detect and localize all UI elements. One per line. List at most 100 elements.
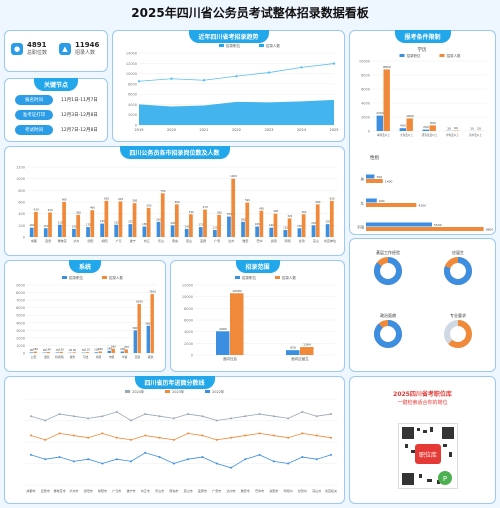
x-tick-label: 面向应届生 bbox=[291, 356, 309, 361]
x-tick-label: 乡镇 bbox=[122, 355, 128, 359]
y-tick-label: 6000 bbox=[16, 306, 25, 310]
x-tick-label: 广安 bbox=[214, 238, 220, 243]
data-label: 400 bbox=[273, 209, 278, 213]
qr-code[interactable]: 职位库 P bbox=[398, 423, 458, 489]
bar bbox=[325, 224, 330, 237]
bar bbox=[76, 214, 81, 237]
data-label: 180 bbox=[33, 347, 38, 351]
timeline-label: 考试时间 bbox=[15, 125, 53, 135]
bar bbox=[203, 209, 207, 237]
point bbox=[30, 415, 32, 418]
bar bbox=[59, 351, 63, 353]
x-tick-label: 2025 bbox=[330, 128, 339, 132]
data-label: 460 bbox=[90, 206, 95, 210]
data-label: 30 bbox=[447, 126, 451, 130]
donut-slice bbox=[444, 320, 472, 348]
bar bbox=[156, 221, 161, 237]
point bbox=[137, 80, 141, 83]
x-tick-label: 眉山 bbox=[186, 238, 192, 243]
x-tick-label: 遂宁市 bbox=[126, 488, 135, 493]
qr-logo-text: 职位库 bbox=[419, 451, 437, 459]
point bbox=[44, 419, 47, 422]
x-tick-label: 宜宾 bbox=[200, 238, 206, 243]
x-tick-label: 乐山市 bbox=[155, 488, 164, 493]
x-tick-label: 广元 bbox=[116, 238, 122, 243]
series-line bbox=[30, 452, 332, 469]
data-label: 80 bbox=[30, 348, 34, 352]
x-tick-label: 高中及以上 bbox=[469, 133, 482, 137]
x-tick-label: 眉山市 bbox=[184, 488, 193, 493]
positions-value: 4891 bbox=[27, 41, 47, 49]
point bbox=[187, 458, 190, 461]
timeline-item: 准考证打印 12月3日-12月8日 bbox=[15, 110, 98, 120]
x-tick-label: 2023 bbox=[265, 128, 274, 132]
y-tick-label: 9000 bbox=[16, 284, 25, 288]
point bbox=[230, 417, 232, 420]
bar bbox=[58, 224, 62, 237]
data-label: 1400 bbox=[385, 180, 393, 184]
promo-line2: 一键检索适合你的岗位 bbox=[397, 400, 448, 406]
donut-title: 应届生 bbox=[452, 249, 464, 255]
x-tick-label: 攀枝花市 bbox=[54, 488, 66, 493]
data-label: 260 bbox=[241, 217, 246, 221]
trend-title: 近年四川省考招录趋势 bbox=[188, 30, 269, 43]
point bbox=[172, 438, 175, 441]
x-tick-label: 内江市 bbox=[141, 488, 150, 493]
conditions-title: 报考条件限制 bbox=[394, 30, 451, 43]
bar bbox=[184, 228, 189, 237]
x-tick-label: 税务 bbox=[70, 355, 76, 359]
bar bbox=[142, 226, 147, 237]
bar bbox=[329, 200, 334, 237]
legend-swatch bbox=[259, 44, 264, 47]
bar bbox=[366, 179, 383, 183]
x-tick-label: 自贡市 bbox=[41, 488, 50, 493]
data-label: 600 bbox=[62, 198, 67, 202]
y-tick-label: 10000 bbox=[126, 72, 137, 76]
bar bbox=[62, 202, 66, 237]
legend-label: 2023年 bbox=[172, 389, 185, 394]
x-tick-label: 2019 bbox=[135, 128, 144, 132]
legend-label: 招录人数 bbox=[447, 53, 461, 58]
bar bbox=[366, 222, 432, 227]
point bbox=[330, 453, 332, 456]
data-label: 620 bbox=[104, 196, 109, 200]
point bbox=[230, 436, 232, 439]
recruits-label: 招录人数 bbox=[75, 50, 96, 56]
legend-label: 招录人数 bbox=[282, 275, 296, 280]
x-tick-label: 雅安 bbox=[242, 238, 248, 243]
timeline-label: 准考证打印 bbox=[15, 110, 53, 120]
ratio-title: 四川省历年进面分数线 bbox=[134, 376, 215, 389]
bar bbox=[72, 352, 76, 353]
data-label: 350 bbox=[227, 212, 232, 216]
point bbox=[301, 410, 304, 413]
data-label: 3600 bbox=[145, 321, 152, 325]
y-tick-label: 0 bbox=[191, 354, 193, 358]
point bbox=[258, 413, 261, 416]
legend-swatch bbox=[205, 390, 210, 393]
bar bbox=[422, 129, 429, 131]
bar bbox=[429, 125, 436, 131]
x-tick-label: 公安 bbox=[31, 355, 37, 359]
x-tick-label: 巴中 bbox=[256, 238, 262, 243]
bar bbox=[241, 221, 245, 237]
data-label: 210 bbox=[58, 220, 63, 224]
y-tick-label: 0 bbox=[23, 236, 25, 240]
point bbox=[244, 458, 247, 461]
bar bbox=[174, 204, 179, 237]
qr-image: 职位库 P bbox=[399, 424, 457, 488]
bar bbox=[118, 201, 123, 237]
recruits-value: 11946 bbox=[75, 41, 100, 49]
point bbox=[201, 434, 204, 437]
point bbox=[244, 415, 247, 418]
bar bbox=[133, 330, 137, 353]
data-label: 150 bbox=[59, 347, 64, 351]
y-tick-label: 不限 bbox=[357, 225, 365, 230]
x-tick-label: 内江 bbox=[144, 238, 150, 243]
bar bbox=[198, 227, 203, 237]
legend-label: 招录职位 bbox=[242, 275, 256, 280]
data-label: 50 bbox=[82, 348, 86, 352]
bar bbox=[311, 225, 316, 237]
bar bbox=[366, 198, 377, 203]
data-label: 900 bbox=[379, 199, 385, 203]
bar bbox=[150, 294, 154, 353]
